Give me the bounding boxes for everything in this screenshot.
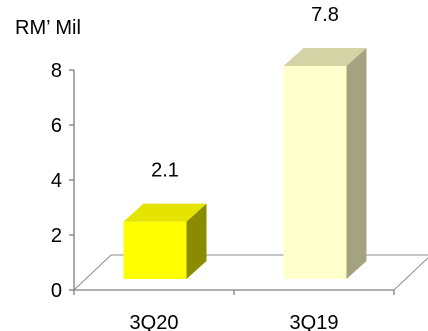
bar-side	[346, 48, 367, 280]
x-tick-label: 3Q19	[290, 312, 339, 331]
bar-top	[283, 48, 367, 67]
y-tick-label: 2	[51, 225, 62, 247]
data-labels: 2.1 7.8	[151, 4, 339, 182]
y-tick-label: 4	[51, 170, 62, 192]
y-axis-unit-label: RM’ Mil	[15, 17, 81, 39]
y-tick-label: 0	[51, 280, 62, 302]
x-tick-label: 3Q20	[130, 312, 179, 331]
bar	[283, 66, 347, 279]
bar-top	[123, 203, 207, 222]
y-axis-ticks: 0 2 4 6 8	[51, 60, 74, 302]
y-tick-label: 6	[51, 115, 62, 137]
y-tick-label: 8	[51, 60, 62, 82]
x-axis-ticks: 3Q20 3Q19	[73, 290, 395, 331]
bar-side	[186, 203, 207, 279]
bar	[123, 221, 187, 279]
data-label: 7.8	[311, 4, 339, 26]
data-label: 2.1	[151, 160, 179, 182]
bars	[123, 48, 367, 280]
